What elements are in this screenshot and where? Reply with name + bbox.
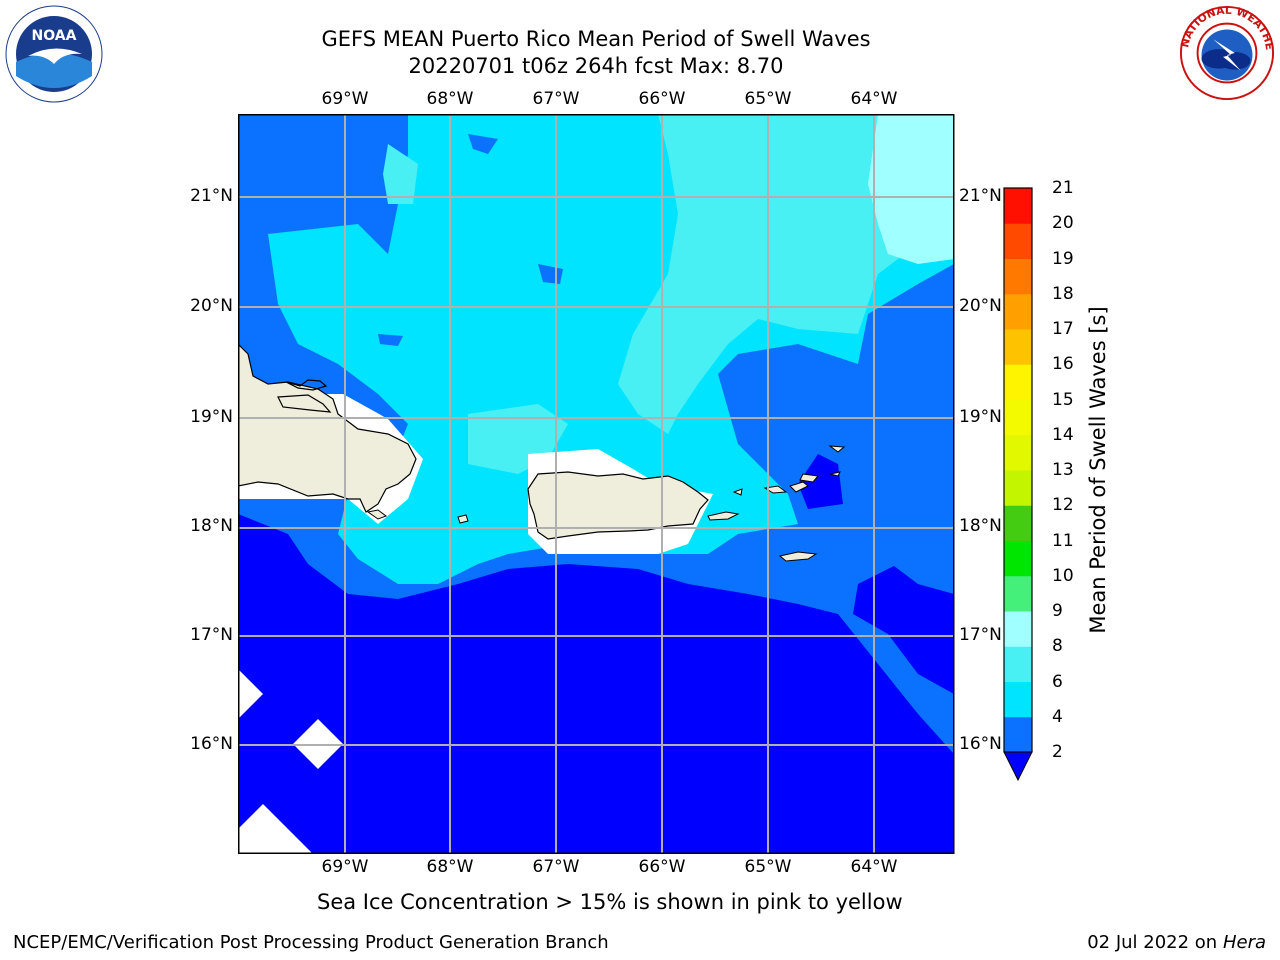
noaa-logo-icon: NOAA [5, 5, 103, 103]
colorbar-swatch [1004, 399, 1032, 436]
colorbar-tick-label: 15 [1052, 389, 1074, 410]
colorbar-swatch [1004, 611, 1032, 647]
land-st-croix [778, 551, 818, 562]
period-band-0-2 [798, 454, 843, 509]
colorbar-tick-label: 20 [1052, 213, 1074, 234]
no-data-area [238, 804, 313, 854]
lon-label-top: 65°W [744, 89, 792, 109]
period-band-6-8 [383, 144, 418, 204]
colorbar-tick-label: 2 [1052, 742, 1063, 762]
colorbar-swatch [1004, 223, 1032, 259]
colorbar-swatch [1004, 681, 1032, 718]
colorbar-extend-arrow [1003, 751, 1033, 782]
lon-label-top: 67°W [532, 89, 580, 109]
period-band-2-4 [468, 134, 498, 154]
land-hispaniola-cape [277, 394, 332, 413]
colorbar-swatch [1004, 434, 1032, 471]
land-island [285, 379, 328, 391]
colorbar-swatch [1004, 188, 1032, 224]
footer-date-text: 02 Jul 2022 on [1087, 932, 1223, 953]
lat-label-left: 17°N [190, 625, 233, 645]
colorbar-tick-label: 18 [1052, 283, 1074, 304]
period-band-8-9 [868, 114, 954, 264]
lat-label-left: 21°N [190, 186, 233, 206]
period-band-2-4 [378, 334, 403, 346]
lat-label-right: 16°N [959, 734, 1002, 754]
lon-label-top: 64°W [850, 89, 898, 109]
lon-label-bottom: 65°W [744, 857, 792, 877]
colorbar-swatch [1004, 716, 1032, 753]
lat-label-left: 19°N [190, 407, 233, 427]
colorbar-swatch [1004, 258, 1032, 295]
colorbar-tick-label: 13 [1052, 460, 1074, 480]
chart-subtitle: 20220701 t06z 264h fcst Max: 8.70 [408, 54, 784, 78]
lon-label-bottom: 66°W [638, 857, 686, 877]
land-st-thomas [763, 485, 788, 494]
land-vieques [707, 511, 740, 521]
colorbar-tick-label: 4 [1052, 706, 1063, 727]
lon-label-bottom: 64°W [850, 857, 898, 877]
gridlines [238, 114, 954, 854]
colorbar-swatch [1004, 364, 1032, 400]
colorbar-tick-label: 16 [1052, 354, 1074, 375]
colorbar-tick-label: 11 [1052, 530, 1074, 551]
colorbar-tick-label: 17 [1052, 319, 1074, 339]
chart-title: GEFS MEAN Puerto Rico Mean Period of Swe… [321, 27, 871, 51]
lon-label-top: 66°W [638, 89, 686, 109]
land-island [829, 471, 841, 477]
sea-ice-note: Sea Ice Concentration > 15% is shown in … [317, 890, 903, 914]
colorbar-swatch [1004, 293, 1032, 330]
lat-label-left: 20°N [190, 296, 233, 316]
land-mona-island [457, 514, 469, 524]
svg-text:NOAA: NOAA [32, 28, 77, 44]
colorbar-swatch [1004, 646, 1032, 682]
land-culebra [732, 488, 743, 496]
land-tortola [799, 473, 819, 483]
lat-label-right: 20°N [959, 296, 1002, 316]
lat-label-right: 17°N [959, 625, 1002, 645]
colorbar-title: Mean Period of Swell Waves [s] [1086, 306, 1110, 634]
land-st-john [789, 481, 809, 493]
lat-label-left: 18°N [190, 516, 233, 536]
colorbar-swatch [1004, 329, 1032, 365]
lon-label-bottom: 67°W [532, 857, 580, 877]
colorbar-tick-label: 14 [1052, 424, 1074, 445]
colorbar-tick-label: 19 [1052, 248, 1074, 269]
colorbar-tick-label: 8 [1052, 636, 1063, 657]
colorbar-swatch [1004, 505, 1032, 541]
lon-label-bottom: 68°W [426, 857, 474, 877]
nws-logo-icon: NATIONAL WEATHER SERVICE [1178, 4, 1276, 101]
colorbar-swatch [1004, 540, 1032, 577]
colorbar-frame [1003, 187, 1033, 753]
period-band-6-8 [618, 114, 954, 434]
footer-branch: NCEP/EMC/Verification Post Processing Pr… [13, 932, 609, 953]
map-frame [238, 114, 955, 854]
lat-label-right: 18°N [959, 516, 1002, 536]
lat-label-right: 21°N [959, 186, 1002, 206]
colorbar-tick-label: 6 [1052, 671, 1063, 692]
land-anegada [828, 445, 846, 453]
colorbar-tick-label: 21 [1052, 178, 1074, 198]
map-plot [238, 114, 955, 854]
land-island [366, 509, 388, 520]
colorbar-swatch [1004, 575, 1032, 612]
footer-machine: Hera [1222, 932, 1266, 953]
colorbar-swatch [1004, 470, 1032, 506]
no-data-area [238, 669, 263, 719]
colorbar-tick-label: 10 [1052, 565, 1074, 586]
colorbar-tick-label: 12 [1052, 495, 1074, 516]
lat-label-left: 16°N [190, 734, 233, 754]
lon-label-top: 69°W [321, 89, 369, 109]
lon-label-top: 68°W [426, 89, 474, 109]
lat-label-right: 19°N [959, 407, 1002, 427]
footer-date: 02 Jul 2022 on Hera [1087, 932, 1266, 953]
colorbar-tick-label: 9 [1052, 601, 1063, 621]
colorbar [1003, 187, 1033, 782]
lon-label-bottom: 69°W [321, 857, 369, 877]
